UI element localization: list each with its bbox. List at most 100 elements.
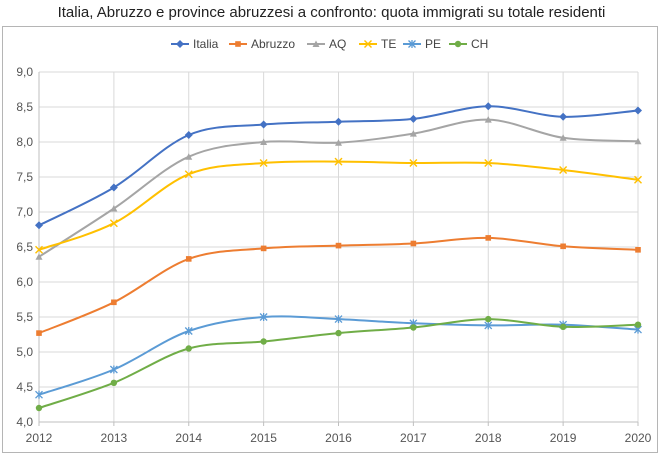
chart-area: 4,0 4,5 5,0 5,5 6,0 6,5 7,0 7,5 8,0 8,5 9,0 2012 201… <box>2 26 658 453</box>
y-tick-label: 5,5 <box>16 310 33 324</box>
legend-marker-pe <box>408 40 416 48</box>
data-point-aq <box>335 139 342 146</box>
series-italia <box>35 102 642 230</box>
y-tick-label: 9,0 <box>16 65 33 79</box>
x-tick-label: 2015 <box>250 431 277 445</box>
legend-label-abruzzo: Abruzzo <box>251 37 295 51</box>
data-point-italia <box>484 102 493 111</box>
data-point-aq <box>260 138 268 145</box>
y-tick-label: 8,5 <box>16 100 33 114</box>
data-point-abruzzo <box>560 243 566 250</box>
legend-label-te: TE <box>381 37 396 51</box>
data-point-pe <box>35 390 43 399</box>
data-point-ch <box>634 321 642 328</box>
legend-label-aq: AQ <box>329 37 346 51</box>
x-tick-label: 2018 <box>475 431 502 445</box>
data-point-te <box>409 159 418 167</box>
data-point-abruzzo <box>260 245 267 252</box>
data-point-ch <box>485 315 492 323</box>
data-point-ch <box>35 404 43 412</box>
data-point-ch <box>110 379 118 386</box>
data-point-pe <box>484 321 493 330</box>
legend-item-abruzzo: Abruzzo <box>229 37 295 51</box>
axes: 4,0 4,5 5,0 5,5 6,0 6,5 7,0 7,5 8,0 8,5 9,0 2012 201… <box>16 65 651 445</box>
data-point-te <box>334 157 343 166</box>
series-abruzzo <box>36 235 641 336</box>
legend: Italia Abruzzo AQ TE PE CH <box>171 37 488 51</box>
y-tick-label: 4,5 <box>16 380 33 394</box>
line-chart: 4,0 4,5 5,0 5,5 6,0 6,5 7,0 7,5 8,0 8,5 9,0 2012 201… <box>16 37 651 445</box>
data-point-italia <box>35 221 43 230</box>
data-point-italia <box>334 117 343 126</box>
data-point-te <box>634 175 642 184</box>
data-point-aq <box>634 137 642 145</box>
data-point-aq <box>409 130 417 137</box>
data-point-abruzzo <box>410 240 417 247</box>
data-point-te <box>259 159 268 167</box>
legend-item-aq: AQ <box>307 37 346 51</box>
data-point-te <box>109 219 118 228</box>
data-point-pe <box>334 315 343 324</box>
data-point-te <box>559 166 568 174</box>
data-point-ch <box>335 329 342 337</box>
y-tick-label: 8,0 <box>16 135 33 149</box>
legend-marker-italia <box>176 40 184 48</box>
x-tick-label: 2017 <box>400 431 427 445</box>
series-te <box>35 157 642 254</box>
data-point-pe <box>259 313 268 321</box>
data-point-abruzzo <box>485 235 492 241</box>
data-point-italia <box>409 114 418 123</box>
legend-marker-ch <box>454 40 462 48</box>
data-point-aq <box>185 153 193 160</box>
legend-marker-te <box>364 40 372 48</box>
data-point-italia <box>109 183 118 192</box>
legend-label-pe: PE <box>425 37 441 51</box>
legend-item-te: TE <box>359 37 396 51</box>
data-point-pe <box>184 327 193 335</box>
data-point-italia <box>634 106 642 115</box>
legend-label-ch: CH <box>471 37 488 51</box>
legend-item-ch: CH <box>449 37 488 51</box>
series-aq <box>35 116 642 260</box>
data-point-abruzzo <box>335 242 342 249</box>
data-point-aq <box>484 116 492 123</box>
data-point-te <box>484 159 493 167</box>
x-tick-label: 2014 <box>175 431 202 445</box>
x-tick-label: 2012 <box>26 431 53 445</box>
data-point-abruzzo <box>36 330 42 336</box>
y-tick-label: 7,0 <box>16 205 33 219</box>
y-tick-label: 6,0 <box>16 275 33 289</box>
legend-label-italia: Italia <box>193 37 219 51</box>
y-tick-label: 4,0 <box>16 415 33 429</box>
legend-marker-abruzzo <box>235 41 241 47</box>
data-point-aq <box>559 134 567 141</box>
data-point-te <box>184 170 193 179</box>
data-point-ch <box>559 323 567 330</box>
data-point-italia <box>259 120 268 129</box>
y-tick-label: 7,5 <box>16 170 33 184</box>
data-point-te <box>35 245 43 254</box>
data-point-ch <box>410 324 417 331</box>
data-point-pe <box>109 365 118 374</box>
series-ch <box>35 315 642 412</box>
legend-item-pe: PE <box>403 37 441 51</box>
chart-title: Italia, Abruzzo e province abruzzesi a c… <box>57 4 606 21</box>
y-tick-label: 6,5 <box>16 240 33 254</box>
data-point-abruzzo <box>111 299 117 306</box>
data-point-abruzzo <box>635 247 641 253</box>
data-point-ch <box>185 345 192 352</box>
x-tick-label: 2013 <box>101 431 128 445</box>
legend-item-italia: Italia <box>171 37 219 51</box>
data-point-aq <box>35 253 43 260</box>
data-point-abruzzo <box>185 256 192 262</box>
y-tick-label: 5,0 <box>16 345 33 359</box>
x-tick-label: 2019 <box>550 431 577 445</box>
data-point-italia <box>184 131 193 139</box>
series-lines <box>35 102 642 412</box>
x-tick-label: 2020 <box>625 431 652 445</box>
legend-marker-aq <box>312 40 320 47</box>
data-point-ch <box>260 338 267 345</box>
data-point-italia <box>559 112 568 121</box>
x-tick-label: 2016 <box>325 431 352 445</box>
data-point-aq <box>110 205 118 212</box>
